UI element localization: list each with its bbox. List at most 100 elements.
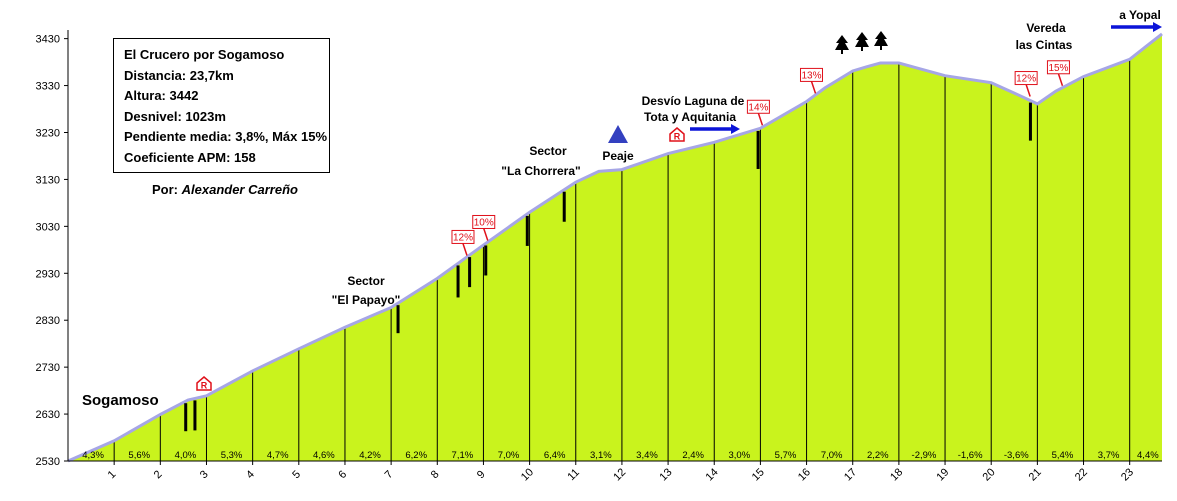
- steep-label-text: 14%: [748, 102, 768, 113]
- segment-grade-label: 3,1%: [590, 450, 612, 461]
- segment-grade-label: 4,0%: [175, 450, 197, 461]
- steep-label-leader: [757, 113, 764, 126]
- toll-triangle-icon: [608, 125, 628, 143]
- steep-label-text: 12%: [1016, 74, 1036, 85]
- y-tick-label: 3330: [36, 81, 60, 93]
- km-divider-lines: [113, 60, 1131, 461]
- toll-label: Peaje: [602, 149, 634, 163]
- sector-chorrera-label-1: Sector: [529, 144, 567, 158]
- segment-grade-label: 4,4%: [1137, 450, 1159, 461]
- x-tick-label: 7: [383, 468, 396, 481]
- segment-grade-label: 5,7%: [775, 450, 797, 461]
- x-tick-label: 19: [934, 466, 951, 483]
- segment-grade-label: 6,2%: [405, 450, 427, 461]
- steep-section-bar: [193, 400, 197, 431]
- x-tick-label: 15: [750, 466, 767, 483]
- x-tick-label: 17: [842, 466, 859, 483]
- x-tick-label: 18: [888, 466, 905, 483]
- segment-grade-label: 5,3%: [221, 450, 243, 461]
- segment-grade-label: 7,1%: [452, 450, 474, 461]
- sector-chorrera-label-2: "La Chorrera": [501, 164, 580, 178]
- x-tick-label: 6: [336, 468, 349, 481]
- steep-label-text: 15%: [1048, 63, 1068, 74]
- steep-label-text: 12%: [453, 232, 473, 243]
- steep-section-bar: [756, 130, 760, 169]
- route-elevation-gain: Desnivel: 1023m: [124, 108, 226, 124]
- x-tick-label: 20: [981, 466, 998, 483]
- segment-grade-label: 3,7%: [1098, 450, 1120, 461]
- x-tick-label: 3: [198, 468, 211, 481]
- author-prefix: Por:: [152, 182, 178, 197]
- steep-section-bar: [184, 403, 188, 432]
- sector-papayo-label-2: "El Papayo": [332, 293, 401, 307]
- author-name: Alexander Carreño: [181, 182, 298, 197]
- x-tick-label: 8: [429, 468, 442, 481]
- steep-section-bar: [525, 215, 529, 246]
- steep-grade-labels: 12%10%14%13% 12%15%: [451, 60, 1070, 256]
- y-tick-label: 2830: [36, 315, 60, 327]
- segment-grade-label: 2,2%: [867, 450, 889, 461]
- steep-section-bar: [396, 305, 400, 334]
- x-tick-labels: 1 2 3 4 5 6 7 8 9 10 11 12 13 14 15 16 17 18 19 20 21 22 23: [106, 461, 1136, 484]
- steep-label-leader: [1057, 73, 1064, 87]
- segment-grade-label: -3,6%: [1004, 450, 1029, 461]
- segment-grade-label: -2,9%: [912, 450, 937, 461]
- y-tick-label: 2630: [36, 409, 60, 421]
- steep-section-bars: [184, 102, 1032, 432]
- hotel-marker-icon: R: [196, 376, 212, 391]
- author-credit: Por: Alexander Carreño: [152, 182, 298, 197]
- x-tick-label: 23: [1119, 466, 1136, 483]
- pine-tree-icon: [874, 31, 888, 50]
- x-tick-label: 1: [106, 468, 119, 481]
- segment-grade-label: 4,6%: [313, 450, 335, 461]
- village-label-1: Vereda: [1026, 21, 1066, 35]
- route-title: El Crucero por Sogamoso: [124, 47, 285, 62]
- sector-papayo-label-1: Sector: [347, 274, 385, 288]
- x-tick-label: 12: [611, 466, 628, 483]
- segment-grade-labels: 4,3% 5,6% 4,0% 5,3% 4,7% 4,6% 4,2% 6,2% 7,1% 7,0%…: [82, 450, 1159, 461]
- y-tick-label: 2730: [36, 362, 60, 374]
- segment-grade-label: 5,4%: [1052, 450, 1074, 461]
- x-tick-label: 22: [1073, 466, 1090, 483]
- steep-section-bar: [1028, 102, 1032, 141]
- x-tick-label: 2: [152, 468, 165, 481]
- steep-section-bar: [456, 265, 460, 298]
- pine-tree-icon: [855, 32, 869, 51]
- steep-section-bar: [468, 257, 472, 288]
- y-tick-label: 3430: [36, 34, 60, 46]
- steep-label-leader: [483, 228, 489, 241]
- end-direction-label: a Yopal: [1119, 8, 1161, 22]
- steep-section-bar: [484, 245, 488, 276]
- segment-grade-label: 4,7%: [267, 450, 289, 461]
- segment-grade-label: 4,2%: [359, 450, 381, 461]
- svg-text:R: R: [201, 381, 208, 391]
- segment-grade-label: 2,4%: [682, 450, 704, 461]
- y-tick-label: 3230: [36, 127, 60, 139]
- start-town-label: Sogamoso: [82, 392, 159, 409]
- segment-grade-label: 3,4%: [636, 450, 658, 461]
- segment-grade-label: 7,0%: [821, 450, 843, 461]
- x-tick-label: 21: [1027, 466, 1044, 483]
- yopal-arrow-icon: [1111, 22, 1162, 32]
- segment-grade-label: -1,6%: [958, 450, 983, 461]
- y-tick-label: 3030: [36, 221, 60, 233]
- x-tick-label: 4: [244, 468, 257, 481]
- elevation-area: [68, 33, 1162, 462]
- junction-label-1: Desvío Laguna de: [642, 94, 745, 108]
- steep-label-text: 10%: [474, 217, 494, 228]
- x-tick-label: 11: [565, 467, 582, 484]
- y-tick-label: 3130: [36, 174, 60, 186]
- segment-grade-label: 4,3%: [82, 450, 104, 461]
- x-tick-label: 5: [290, 468, 303, 481]
- x-tick-label: 16: [796, 466, 813, 483]
- pine-tree-icon: [835, 35, 849, 54]
- segment-grade-label: 7,0%: [498, 450, 520, 461]
- junction-arrow-icon: [690, 124, 740, 134]
- steep-label-leader: [462, 243, 468, 256]
- village-label-2: las Cintas: [1016, 38, 1073, 52]
- x-tick-label: 9: [475, 468, 488, 481]
- route-distance: Distancia: 23,7km: [124, 67, 234, 83]
- steep-section-bar: [562, 191, 566, 222]
- x-tick-label: 10: [519, 466, 536, 483]
